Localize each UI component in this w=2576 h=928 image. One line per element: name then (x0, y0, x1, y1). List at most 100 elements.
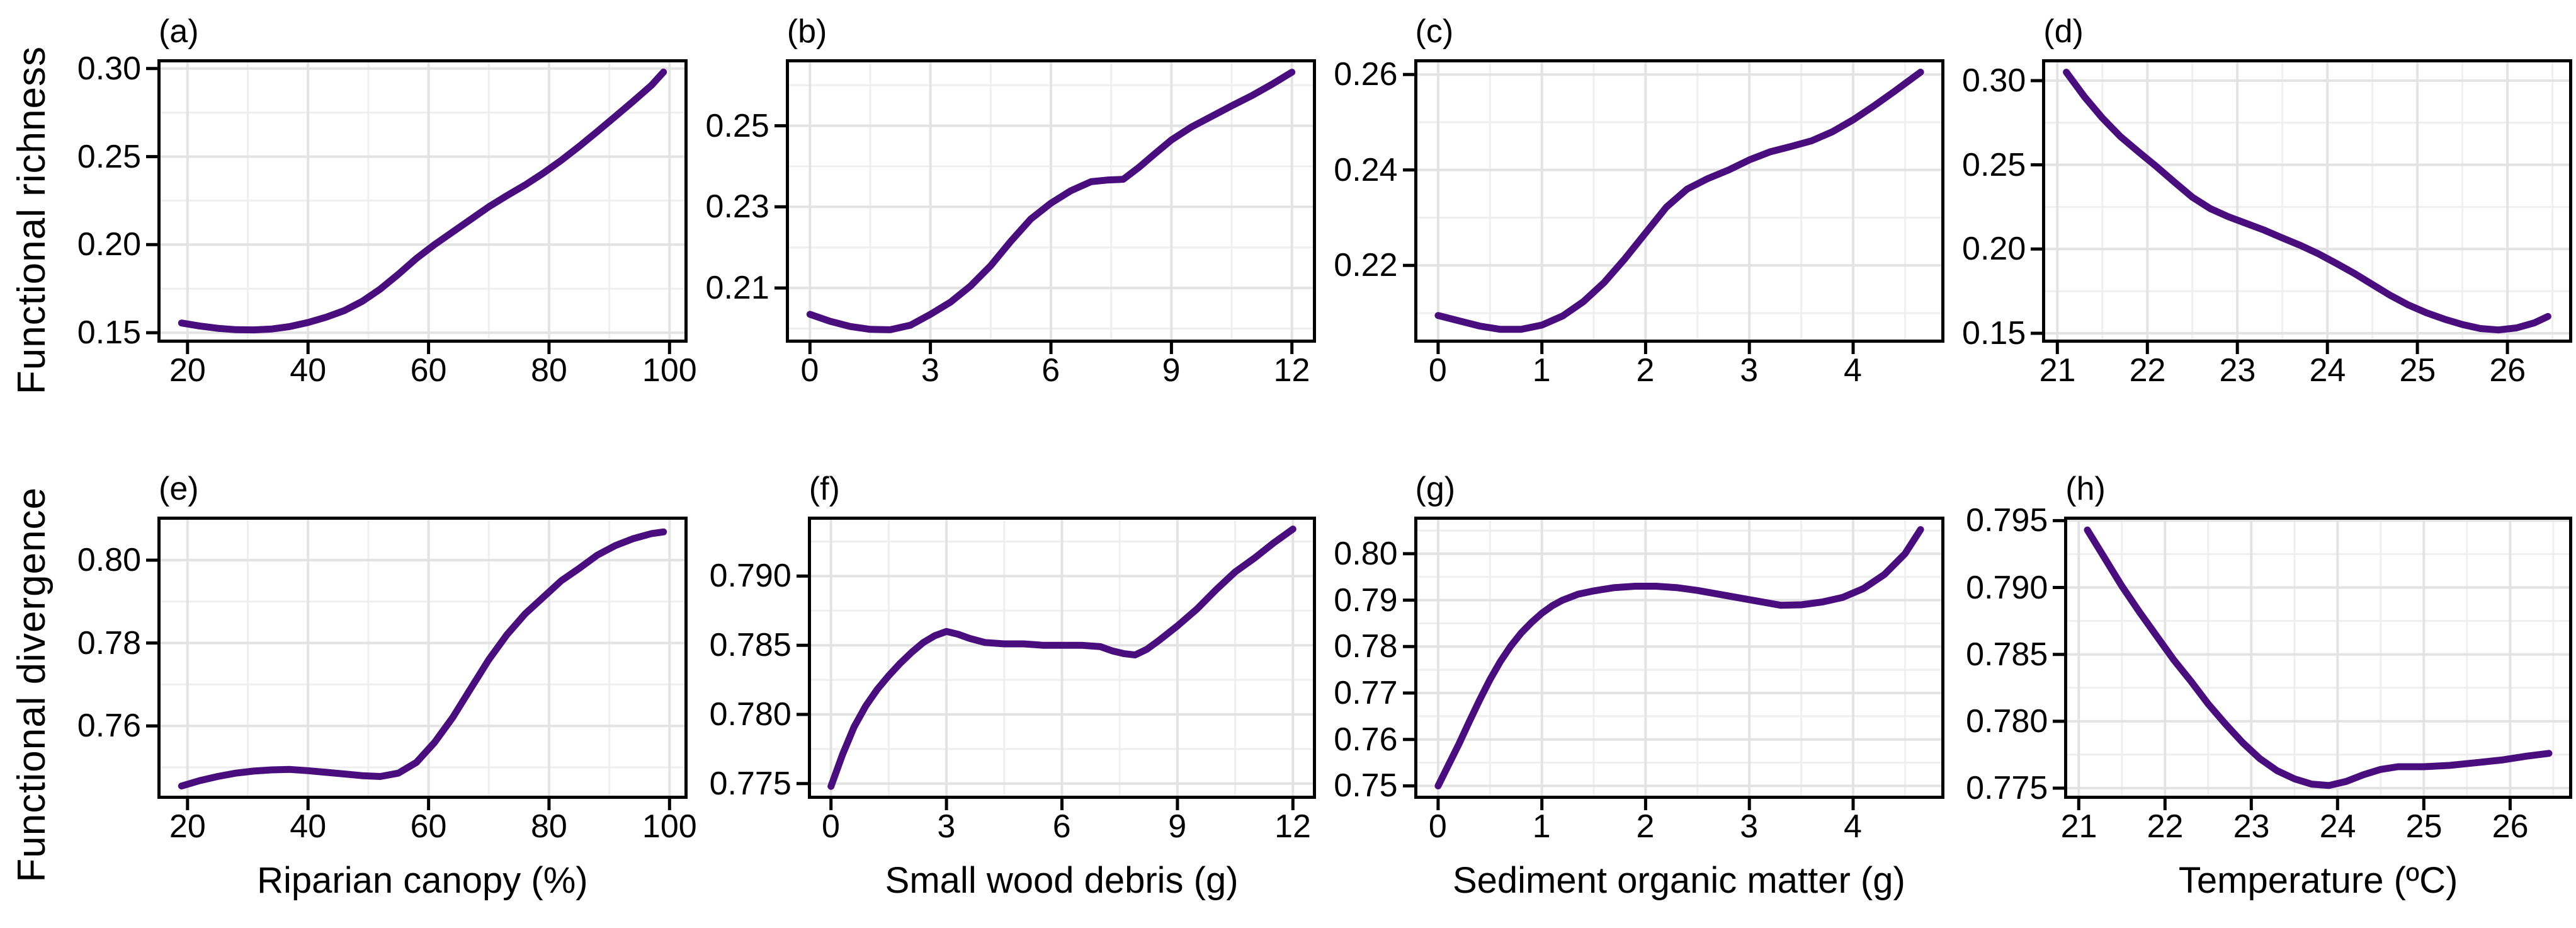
x-tick-label: 1 (1532, 808, 1551, 845)
trend-curve (2084, 526, 2553, 789)
plot-area (774, 59, 1316, 354)
panel-svg (2053, 517, 2573, 810)
x-tick-label: 60 (410, 808, 447, 845)
panel-background (2042, 59, 2573, 343)
y-axis-title-text: Functional divergence (9, 486, 54, 883)
y-tick-label: 0.26 (1334, 56, 1398, 93)
panel-svg (1402, 59, 1944, 354)
y-tick-labels: 0.15 0.20 0.25 0.30 (63, 50, 157, 351)
x-tick-label: 60 (410, 352, 447, 389)
x-tick-label: 21 (2039, 352, 2076, 389)
panel-c: (c) 0.22 0.24 0.26 0 1 2 3 4 (1320, 0, 1948, 441)
panel-g: (g) 0.75 0.76 0.77 0.78 0.79 0.80 0 1 2 3 4 Sedim… (1320, 441, 1948, 928)
y-tick-label: 0.780 (1966, 702, 2048, 740)
x-tick-label: 0 (1428, 352, 1447, 389)
x-tick-labels: 20 40 60 80 100 (157, 799, 697, 849)
x-tick-label: 4 (1844, 808, 1862, 845)
panel-border (1414, 59, 1944, 343)
x-tick-label: 20 (169, 808, 206, 845)
y-tick-label: 0.78 (77, 624, 141, 662)
trend-curve (1434, 69, 1924, 333)
x-tick-label: 26 (2489, 352, 2526, 389)
y-tick-label: 0.790 (1966, 569, 2048, 606)
panel-letter: (d) (2043, 13, 2084, 50)
x-tick-label: 100 (642, 808, 697, 845)
trend-curve (806, 69, 1295, 333)
panel-letter: (h) (2065, 471, 2106, 507)
plot-area (2053, 517, 2573, 810)
y-tick-label: 0.775 (1966, 770, 2048, 806)
x-tick-label: 26 (2492, 808, 2529, 845)
y-tick-labels: 0.15 0.20 0.25 0.30 (1948, 59, 2042, 352)
panel-border (2064, 517, 2573, 799)
y-tick-label: 0.785 (1966, 636, 2048, 673)
x-axis-title: Riparian canopy (%) (257, 860, 588, 901)
panel-h: (h) 0.775 0.780 0.785 0.790 0.795 21 22 23 24 25… (1948, 441, 2576, 928)
x-tick-label: 9 (1168, 808, 1187, 845)
panel-letter: (g) (1415, 471, 1456, 507)
x-tick-labels: 21 22 23 24 25 26 (2060, 799, 2572, 849)
plot-area (1402, 59, 1944, 354)
x-axis-title: Temperature (ºC) (2178, 860, 2458, 901)
y-tick-label: 0.21 (705, 270, 769, 307)
y-tick-label: 0.78 (1334, 628, 1398, 665)
panel-border (2042, 59, 2573, 343)
panel-svg (146, 59, 688, 354)
panel-letter: (c) (1415, 13, 1454, 50)
x-tick-label: 100 (642, 352, 697, 389)
panel-e: (e) 0.76 0.78 0.80 20 40 60 80 100 Riparian ca… (63, 441, 697, 928)
panel-background (1414, 59, 1944, 343)
trend-curve (2063, 69, 2552, 334)
y-tick-label: 0.15 (77, 314, 141, 352)
x-tick-label: 12 (1274, 808, 1311, 845)
panel-f: (f) 0.775 0.780 0.785 0.790 0 3 6 9 12 Small wo… (691, 441, 1320, 928)
x-tick-label: 3 (921, 352, 939, 389)
x-tick-label: 0 (821, 808, 840, 845)
y-tick-label: 0.20 (1962, 231, 2026, 268)
x-tick-label: 2 (1636, 808, 1655, 845)
panel-svg (796, 517, 1316, 810)
x-tick-label: 25 (2405, 808, 2443, 845)
panel-background (1414, 517, 1944, 799)
x-tick-label: 23 (2233, 808, 2270, 845)
x-tick-label: 0 (1428, 808, 1447, 845)
trend-curve (178, 528, 667, 790)
y-tick-label: 0.785 (709, 627, 792, 664)
panel-svg (1402, 517, 1944, 810)
x-tick-label: 3 (1740, 808, 1759, 845)
x-tick-label: 80 (531, 352, 567, 389)
x-tick-label: 23 (2219, 352, 2256, 389)
y-axis-title-top: Functional richness (0, 0, 63, 441)
plot-area (796, 517, 1316, 810)
y-tick-label: 0.775 (709, 765, 792, 802)
trend-curve (827, 525, 1297, 790)
y-tick-labels: 0.76 0.78 0.80 (63, 517, 157, 799)
y-tick-label: 0.780 (709, 696, 792, 733)
x-tick-label: 12 (1273, 352, 1310, 389)
panel-border (157, 517, 688, 799)
y-tick-label: 0.76 (1334, 721, 1398, 758)
panel-border (1414, 517, 1944, 799)
y-tick-label: 0.15 (1962, 315, 2026, 352)
y-tick-label: 0.795 (1966, 502, 2048, 539)
x-tick-label: 24 (2319, 808, 2356, 845)
y-tick-labels: 0.775 0.780 0.785 0.790 0.795 (1948, 502, 2064, 806)
y-axis-title-bottom: Functional divergence (0, 441, 63, 928)
y-tick-label: 0.77 (1334, 675, 1398, 711)
trend-curve (178, 68, 667, 334)
plot-area (1402, 517, 1944, 810)
x-tick-label: 6 (1041, 352, 1060, 389)
x-tick-label: 4 (1844, 352, 1862, 389)
x-tick-labels: 0 1 2 3 4 (1414, 799, 1944, 849)
x-tick-label: 3 (1740, 352, 1759, 389)
y-tick-label: 0.23 (705, 188, 769, 226)
x-tick-labels: 0 1 2 3 4 (1414, 343, 1944, 393)
y-tick-labels: 0.775 0.780 0.785 0.790 (691, 517, 808, 801)
x-tick-labels: 21 22 23 24 25 26 (2039, 343, 2572, 393)
x-tick-label: 21 (2060, 808, 2097, 845)
y-tick-labels: 0.21 0.23 0.25 (691, 59, 786, 343)
plot-area (146, 517, 688, 810)
x-tick-label: 1 (1532, 352, 1551, 389)
x-tick-label: 3 (937, 808, 956, 845)
